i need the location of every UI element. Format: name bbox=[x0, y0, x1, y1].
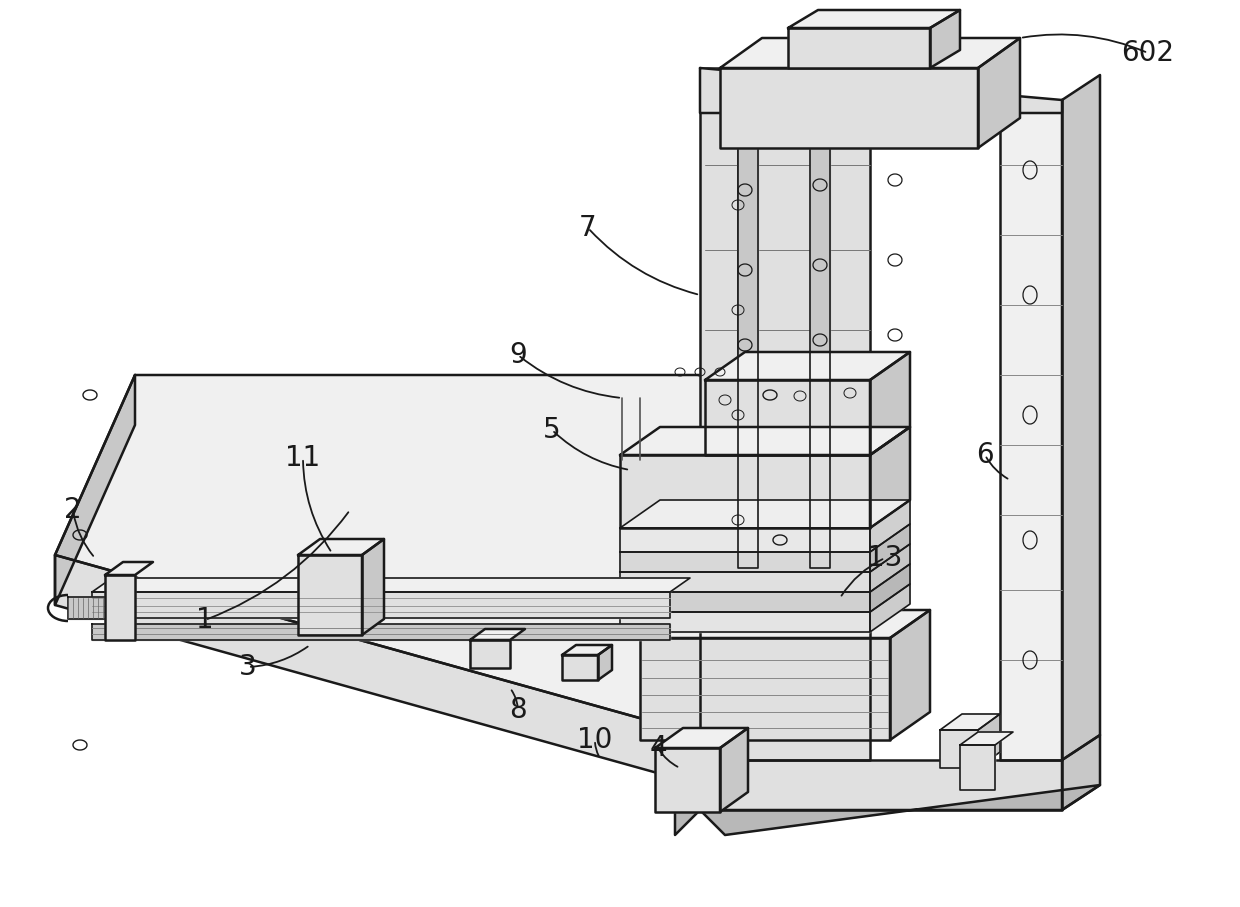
Polygon shape bbox=[720, 68, 978, 148]
Polygon shape bbox=[870, 352, 910, 455]
Text: 8: 8 bbox=[510, 696, 527, 724]
Polygon shape bbox=[620, 612, 870, 632]
Polygon shape bbox=[940, 730, 978, 768]
Text: 9: 9 bbox=[510, 341, 527, 369]
Text: 1: 1 bbox=[196, 606, 213, 634]
Polygon shape bbox=[720, 38, 1021, 68]
Polygon shape bbox=[655, 728, 748, 748]
Polygon shape bbox=[598, 645, 613, 680]
Text: 602: 602 bbox=[1121, 39, 1174, 67]
Polygon shape bbox=[68, 597, 110, 619]
Polygon shape bbox=[470, 640, 510, 668]
Polygon shape bbox=[620, 427, 910, 455]
Polygon shape bbox=[870, 584, 910, 632]
Polygon shape bbox=[930, 10, 960, 68]
Polygon shape bbox=[701, 68, 870, 760]
Text: 2: 2 bbox=[64, 496, 82, 524]
Polygon shape bbox=[890, 610, 930, 740]
Polygon shape bbox=[1061, 735, 1100, 810]
Polygon shape bbox=[978, 38, 1021, 148]
Text: 5: 5 bbox=[543, 416, 560, 444]
Polygon shape bbox=[675, 760, 701, 835]
Polygon shape bbox=[298, 555, 362, 635]
Polygon shape bbox=[620, 572, 870, 592]
Text: 3: 3 bbox=[239, 653, 257, 681]
Polygon shape bbox=[870, 500, 910, 552]
Polygon shape bbox=[701, 68, 1061, 113]
Polygon shape bbox=[55, 375, 808, 765]
Polygon shape bbox=[655, 748, 720, 812]
Polygon shape bbox=[978, 714, 999, 768]
Polygon shape bbox=[787, 10, 960, 28]
Polygon shape bbox=[620, 455, 870, 528]
Text: 11: 11 bbox=[285, 444, 321, 472]
Polygon shape bbox=[470, 629, 525, 640]
Text: 4: 4 bbox=[650, 734, 667, 762]
Polygon shape bbox=[960, 732, 1013, 745]
Polygon shape bbox=[810, 148, 830, 568]
Text: 6: 6 bbox=[976, 441, 993, 469]
Polygon shape bbox=[1061, 75, 1100, 760]
Polygon shape bbox=[960, 745, 994, 790]
Polygon shape bbox=[55, 555, 808, 815]
Text: 13: 13 bbox=[867, 544, 903, 572]
Polygon shape bbox=[640, 610, 930, 638]
Polygon shape bbox=[55, 375, 135, 605]
Polygon shape bbox=[620, 552, 870, 572]
Polygon shape bbox=[620, 500, 910, 528]
Polygon shape bbox=[787, 28, 930, 68]
Polygon shape bbox=[870, 524, 910, 572]
Polygon shape bbox=[940, 714, 999, 730]
Polygon shape bbox=[701, 760, 1061, 810]
Text: 10: 10 bbox=[578, 726, 613, 754]
Polygon shape bbox=[640, 638, 890, 740]
Polygon shape bbox=[298, 539, 384, 555]
Polygon shape bbox=[870, 544, 910, 592]
Polygon shape bbox=[620, 592, 870, 612]
Polygon shape bbox=[362, 539, 384, 635]
Polygon shape bbox=[706, 352, 910, 380]
Polygon shape bbox=[562, 655, 598, 680]
Polygon shape bbox=[870, 564, 910, 612]
Polygon shape bbox=[738, 148, 758, 568]
Polygon shape bbox=[706, 380, 870, 455]
Polygon shape bbox=[720, 728, 748, 812]
Polygon shape bbox=[105, 562, 153, 575]
Polygon shape bbox=[620, 528, 870, 552]
Polygon shape bbox=[701, 785, 1100, 835]
Polygon shape bbox=[92, 578, 689, 592]
Polygon shape bbox=[105, 575, 135, 640]
Polygon shape bbox=[562, 645, 613, 655]
Polygon shape bbox=[870, 427, 910, 528]
Polygon shape bbox=[999, 100, 1061, 760]
Polygon shape bbox=[92, 624, 670, 640]
Polygon shape bbox=[92, 592, 670, 618]
Text: 7: 7 bbox=[579, 214, 596, 242]
